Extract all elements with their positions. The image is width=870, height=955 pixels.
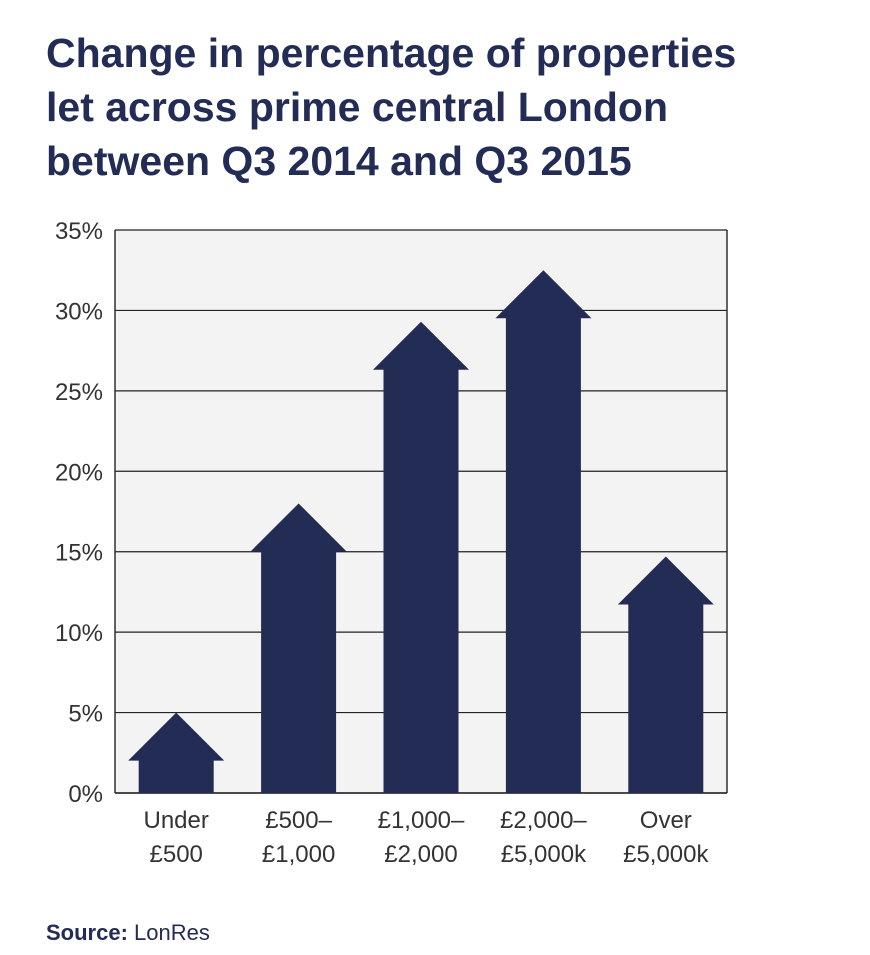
x-tick-label: £1,000–: [378, 807, 465, 834]
x-tick-label: £500–: [265, 807, 332, 834]
bar-arrow: [617, 556, 714, 793]
y-tick-label: 15%: [55, 540, 103, 567]
source-value: LonRes: [134, 920, 210, 945]
bars: [128, 270, 714, 793]
x-tick-label: £2,000: [384, 841, 457, 868]
y-tick-label: 0%: [68, 781, 103, 808]
x-axis-ticks: Under £500 £500– £1,000 £1,000– £2,000 £2,000–…: [144, 807, 710, 868]
chart-title-line-2: let across prime central London: [46, 84, 668, 130]
y-tick-label: 20%: [55, 459, 103, 486]
chart-title: Change in percentage of properties let a…: [46, 26, 846, 188]
y-tick-label: 5%: [68, 701, 103, 728]
source-note: Source: LonRes: [46, 920, 210, 946]
bar-arrow: [250, 503, 347, 793]
y-axis-ticks: 0% 5% 10% 15% 20% 25% 30% 35%: [55, 218, 103, 808]
y-tick-label: 10%: [55, 620, 103, 647]
bar-chart: 0% 5% 10% 15% 20% 25% 30% 35% Under £500 £500– £1,…: [55, 218, 728, 868]
source-label: Source:: [46, 920, 128, 945]
chart-title-line-1: Change in percentage of properties: [46, 30, 737, 76]
bar-arrow: [495, 270, 592, 793]
bar-arrow: [128, 712, 225, 793]
y-tick-label: 35%: [55, 218, 103, 245]
x-tick-label: £2,000–: [500, 807, 587, 834]
y-tick-label: 30%: [55, 298, 103, 325]
x-tick-label: £1,000: [262, 841, 335, 868]
x-tick-label: Over: [640, 807, 692, 834]
x-tick-label: Under: [144, 807, 209, 834]
y-tick-label: 25%: [55, 379, 103, 406]
x-tick-label: £5,000k: [501, 841, 587, 868]
bar-arrow: [373, 321, 469, 793]
x-tick-label: £500: [150, 841, 203, 868]
x-tick-label: £5,000k: [623, 841, 709, 868]
chart-title-line-3: between Q3 2014 and Q3 2015: [46, 138, 632, 184]
